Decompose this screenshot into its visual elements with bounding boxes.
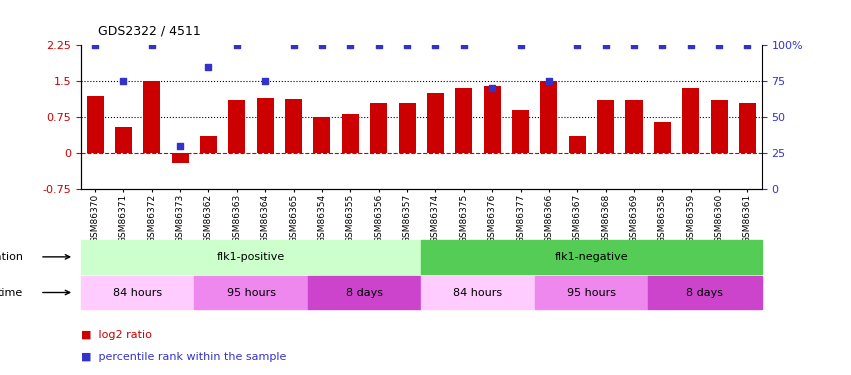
Point — [372, 42, 386, 48]
Point — [599, 42, 613, 48]
Bar — [398, 103, 415, 153]
Bar — [87, 96, 104, 153]
Bar — [81, 240, 421, 274]
Text: genotype/variation: genotype/variation — [0, 252, 23, 262]
Point — [542, 78, 556, 84]
Bar — [483, 86, 500, 153]
Bar — [683, 88, 700, 153]
Bar — [143, 81, 160, 153]
Text: 8 days: 8 days — [346, 288, 383, 297]
Bar — [228, 100, 245, 153]
Point — [315, 42, 328, 48]
Bar — [308, 276, 421, 309]
Text: time: time — [0, 288, 23, 297]
Bar — [115, 127, 132, 153]
Bar — [711, 100, 728, 153]
Bar — [313, 117, 330, 153]
Point — [627, 42, 641, 48]
Bar — [172, 153, 189, 163]
Bar — [285, 99, 302, 153]
Bar — [370, 103, 387, 153]
Point — [344, 42, 357, 48]
Text: 84 hours: 84 hours — [113, 288, 163, 297]
Point — [230, 42, 243, 48]
Text: 95 hours: 95 hours — [226, 288, 276, 297]
Point — [202, 64, 215, 70]
Bar — [654, 122, 671, 153]
Bar — [257, 98, 274, 153]
Point — [89, 42, 102, 48]
Point — [429, 42, 443, 48]
Bar — [421, 276, 534, 309]
Text: ■  percentile rank within the sample: ■ percentile rank within the sample — [81, 352, 286, 362]
Bar — [81, 276, 194, 309]
Bar — [455, 88, 472, 153]
Bar — [427, 93, 444, 153]
Point — [712, 42, 726, 48]
Bar — [194, 276, 308, 309]
Text: flk1-negative: flk1-negative — [555, 252, 628, 262]
Point — [684, 42, 698, 48]
Point — [655, 42, 669, 48]
Text: 8 days: 8 days — [687, 288, 723, 297]
Point — [145, 42, 158, 48]
Text: ■  log2 ratio: ■ log2 ratio — [81, 330, 151, 339]
Point — [514, 42, 528, 48]
Bar — [421, 240, 762, 274]
Point — [259, 78, 272, 84]
Text: GDS2322 / 4511: GDS2322 / 4511 — [98, 24, 201, 38]
Bar — [648, 276, 762, 309]
Bar — [540, 81, 557, 153]
Bar — [512, 110, 529, 153]
Point — [117, 78, 130, 84]
Point — [740, 42, 754, 48]
Text: flk1-positive: flk1-positive — [217, 252, 285, 262]
Point — [457, 42, 471, 48]
Text: 95 hours: 95 hours — [567, 288, 616, 297]
Bar — [342, 114, 359, 153]
Bar — [739, 103, 756, 153]
Point — [400, 42, 414, 48]
Bar — [534, 276, 648, 309]
Bar — [597, 100, 614, 153]
Point — [570, 42, 584, 48]
Bar — [200, 136, 217, 153]
Bar — [625, 100, 643, 153]
Bar — [568, 136, 585, 153]
Point — [287, 42, 300, 48]
Text: 84 hours: 84 hours — [454, 288, 503, 297]
Point — [485, 86, 499, 92]
Point — [174, 143, 187, 149]
